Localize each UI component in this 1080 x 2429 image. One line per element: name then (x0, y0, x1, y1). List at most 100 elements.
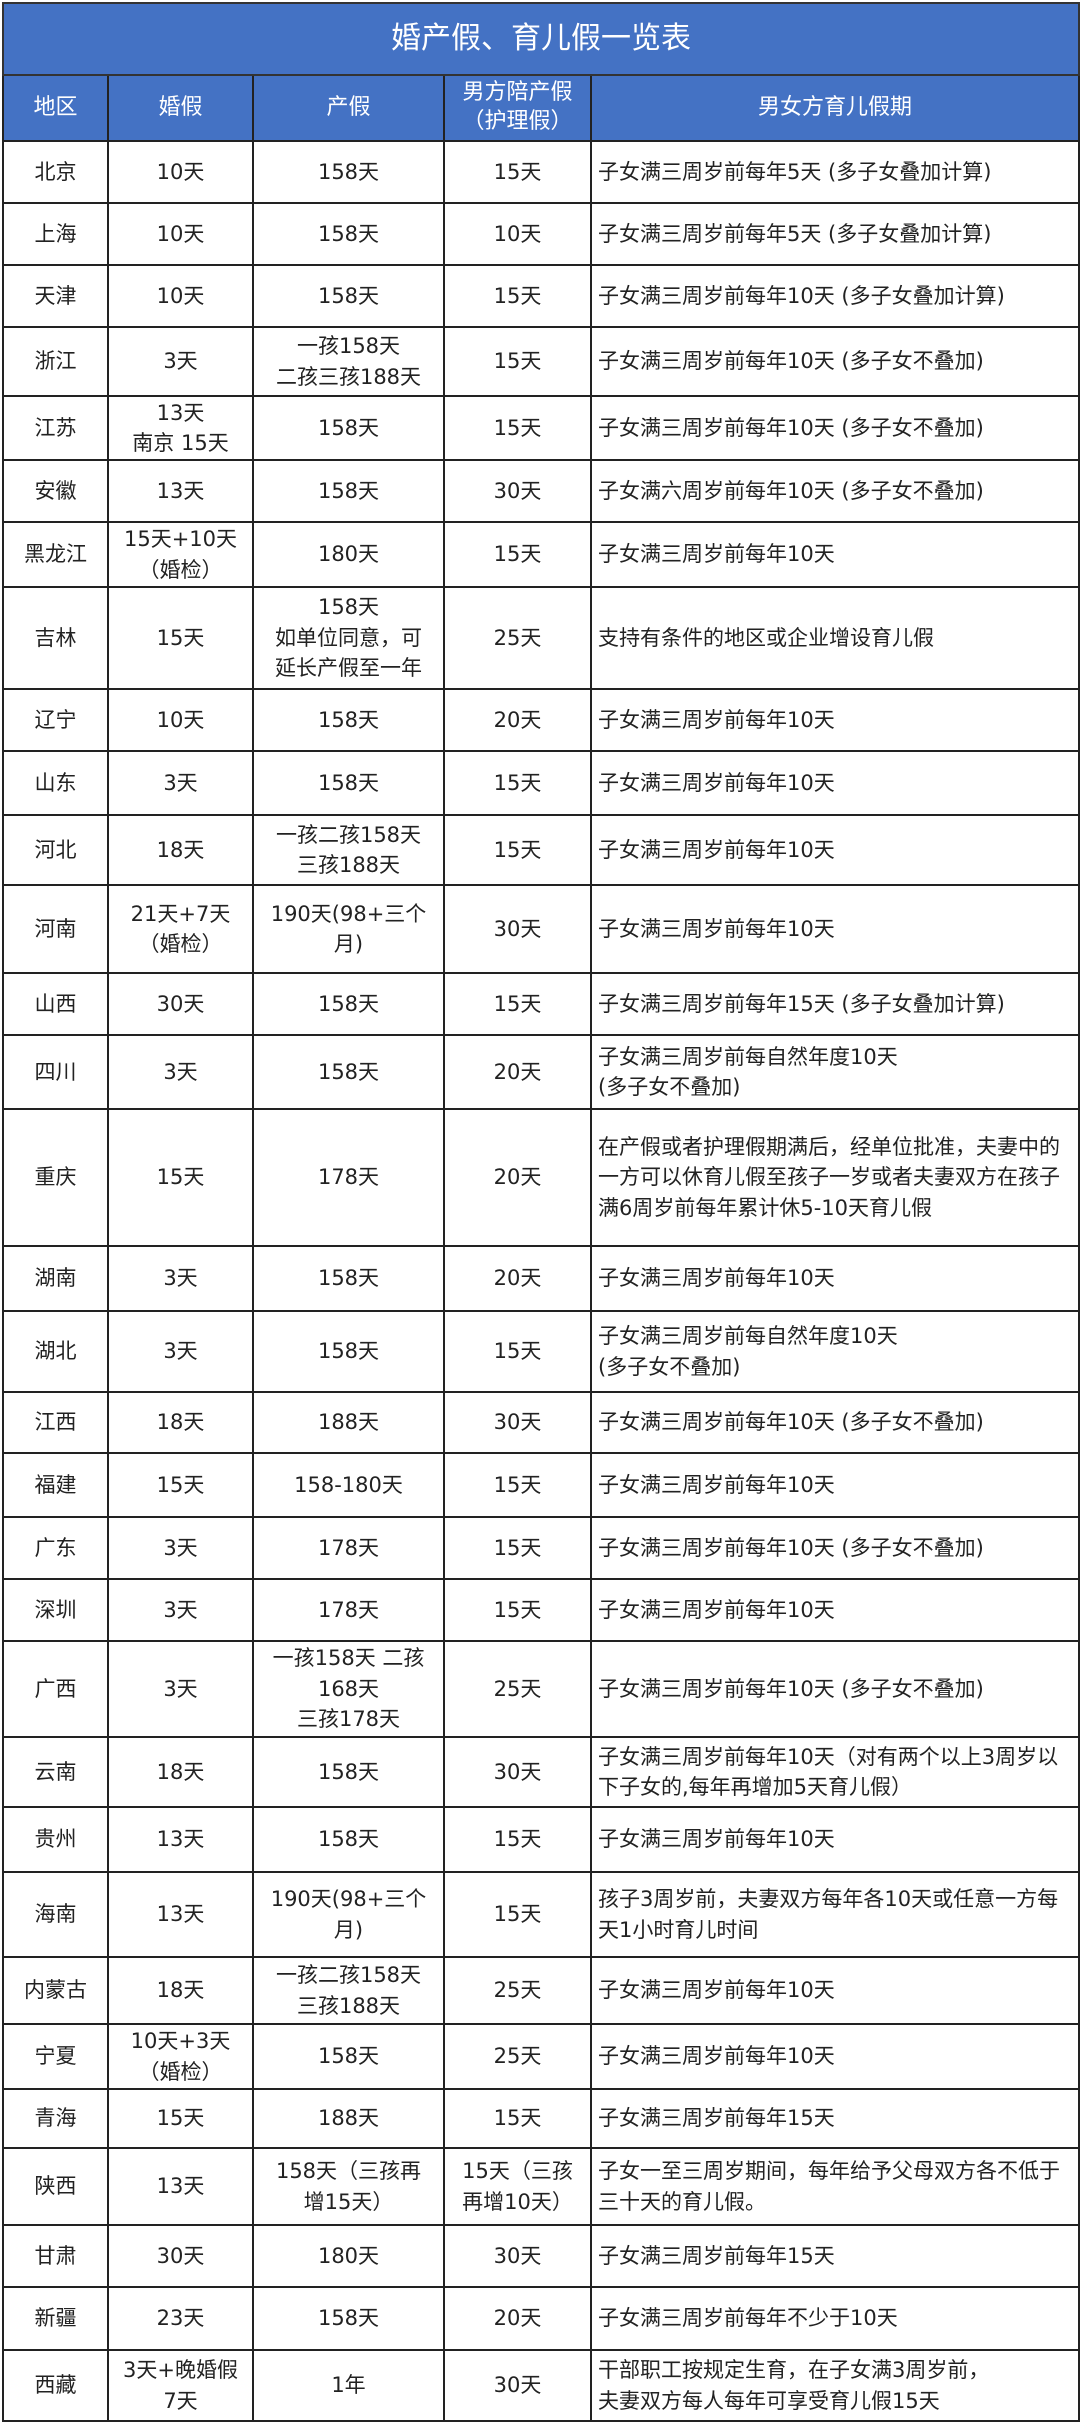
cell-marriage: 15天+10天 （婚检） (107, 521, 254, 588)
cell-region: 安徽 (2, 459, 109, 523)
table-row: 江西 18天 188天 30天 子女满三周岁前每年10天 (多子女不叠加) (2, 1391, 1080, 1454)
cell-paternity: 25天 (443, 586, 592, 690)
cell-marriage: 3天 (107, 1034, 254, 1110)
table-row: 深圳 3天 178天 15天 子女满三周岁前每年10天 (2, 1578, 1080, 1642)
cell-maternity: 一孩二孩158天 三孩188天 (252, 814, 445, 886)
cell-maternity: 180天 (252, 2224, 445, 2288)
cell-marriage: 3天 (107, 1578, 254, 1642)
cell-childcare: 子女满三周岁前每年15天 (589, 2088, 1080, 2149)
cell-marriage: 3天 (107, 750, 254, 816)
cell-paternity: 10天 (443, 202, 592, 266)
header-row: 地区 婚假 产假 男方陪产假 （护理假） 男女方育儿假期 (2, 74, 1080, 142)
cell-childcare: 子女满三周岁前每年10天 (589, 2023, 1080, 2090)
cell-region: 广东 (2, 1516, 109, 1580)
cell-maternity: 158天 (252, 750, 445, 816)
cell-paternity: 20天 (443, 688, 592, 752)
cell-childcare: 子女满三周岁前每年10天 (589, 884, 1080, 974)
cell-marriage: 18天 (107, 814, 254, 886)
cell-maternity: 178天 (252, 1578, 445, 1642)
cell-childcare: 子女满三周岁前每年10天 (589, 750, 1080, 816)
cell-childcare: 子女满三周岁前每年10天 (589, 1245, 1080, 1312)
cell-maternity: 158天（三孩再 增15天） (252, 2147, 445, 2226)
cell-marriage: 13天 (107, 459, 254, 523)
cell-region: 浙江 (2, 326, 109, 397)
cell-paternity: 30天 (443, 459, 592, 523)
cell-region: 新疆 (2, 2286, 109, 2351)
cell-paternity: 25天 (443, 2023, 592, 2090)
cell-maternity: 158天 (252, 1310, 445, 1393)
cell-paternity: 25天 (443, 1956, 592, 2025)
header-marriage: 婚假 (107, 74, 254, 142)
cell-paternity: 20天 (443, 2286, 592, 2351)
header-childcare: 男女方育儿假期 (589, 74, 1080, 142)
cell-childcare: 子女满六周岁前每年10天 (多子女不叠加) (589, 459, 1080, 523)
cell-region: 山西 (2, 972, 109, 1036)
cell-region: 宁夏 (2, 2023, 109, 2090)
table-row: 四川 3天 158天 20天 子女满三周岁前每自然年度10天 (多子女不叠加) (2, 1034, 1080, 1110)
cell-marriage: 30天 (107, 972, 254, 1036)
cell-marriage: 10天 (107, 264, 254, 328)
cell-paternity: 15天 (443, 972, 592, 1036)
cell-marriage: 21天+7天 （婚检） (107, 884, 254, 974)
table-row: 云南 18天 158天 30天 子女满三周岁前每年10天（对有两个以上3周岁以下子女的,… (2, 1736, 1080, 1808)
cell-maternity: 158天 (252, 264, 445, 328)
cell-paternity: 30天 (443, 884, 592, 974)
cell-childcare: 子女满三周岁前每自然年度10天 (多子女不叠加) (589, 1034, 1080, 1110)
table-row: 山西 30天 158天 15天 子女满三周岁前每年15天 (多子女叠加计算) (2, 972, 1080, 1036)
cell-childcare: 子女满三周岁前每年10天（对有两个以上3周岁以下子女的,每年再增加5天育儿假） (589, 1736, 1080, 1808)
cell-childcare: 子女满三周岁前每年10天 (589, 688, 1080, 752)
cell-maternity: 158天 (252, 202, 445, 266)
cell-region: 河南 (2, 884, 109, 974)
cell-region: 江西 (2, 1391, 109, 1454)
cell-marriage: 15天 (107, 1452, 254, 1518)
table-row: 广西 3天 一孩158天 二孩 168天 三孩178天 25天 子女满三周岁前每年10天… (2, 1640, 1080, 1738)
header-paternity-line: 男方陪产假 (462, 80, 573, 106)
cell-region: 河北 (2, 814, 109, 886)
cell-maternity: 一孩158天 二孩 168天 三孩178天 (252, 1640, 445, 1738)
table-row: 陕西 13天 158天（三孩再 增15天） 15天（三孩 再增10天） 子女一至三周岁期… (2, 2147, 1080, 2226)
cell-region: 深圳 (2, 1578, 109, 1642)
header-region: 地区 (2, 74, 109, 142)
table-row: 河南 21天+7天 （婚检） 190天(98+三个 月) 30天 子女满三周岁前每年10… (2, 884, 1080, 974)
header-paternity: 男方陪产假 （护理假） (443, 74, 592, 142)
cell-paternity: 20天 (443, 1034, 592, 1110)
cell-marriage: 30天 (107, 2224, 254, 2288)
cell-marriage: 3天 (107, 1640, 254, 1738)
cell-paternity: 15天 (443, 1310, 592, 1393)
cell-childcare: 子女满三周岁前每年5天 (多子女叠加计算) (589, 202, 1080, 266)
table-row: 黑龙江 15天+10天 （婚检） 180天 15天 子女满三周岁前每年10天 (2, 521, 1080, 588)
table-row: 天津 10天 158天 15天 子女满三周岁前每年10天 (多子女叠加计算) (2, 264, 1080, 328)
cell-marriage: 15天 (107, 586, 254, 690)
cell-childcare: 子女满三周岁前每年10天 (多子女不叠加) (589, 1640, 1080, 1738)
table-row: 湖北 3天 158天 15天 子女满三周岁前每自然年度10天 (多子女不叠加) (2, 1310, 1080, 1393)
table-row: 宁夏 10天+3天 （婚检） 158天 25天 子女满三周岁前每年10天 (2, 2023, 1080, 2090)
table-row: 贵州 13天 158天 15天 子女满三周岁前每年10天 (2, 1806, 1080, 1873)
cell-paternity: 15天 (443, 750, 592, 816)
cell-region: 云南 (2, 1736, 109, 1808)
table-row: 海南 13天 190天(98+三个 月) 15天 孩子3周岁前，夫妻双方每年各10天或任… (2, 1871, 1080, 1958)
cell-childcare: 子女一至三周岁期间，每年给予父母双方各不低于三十天的育儿假。 (589, 2147, 1080, 2226)
cell-maternity: 158天 (252, 1034, 445, 1110)
cell-marriage: 10天+3天 （婚检） (107, 2023, 254, 2090)
cell-childcare: 子女满三周岁前每年5天 (多子女叠加计算) (589, 140, 1080, 204)
cell-childcare: 子女满三周岁前每年10天 (多子女不叠加) (589, 326, 1080, 397)
cell-maternity: 一孩158天 二孩三孩188天 (252, 326, 445, 397)
table-row: 河北 18天 一孩二孩158天 三孩188天 15天 子女满三周岁前每年10天 (2, 814, 1080, 886)
cell-maternity: 158天 (252, 2023, 445, 2090)
cell-region: 吉林 (2, 586, 109, 690)
cell-childcare: 子女满三周岁前每年10天 (多子女不叠加) (589, 395, 1080, 461)
cell-maternity: 178天 (252, 1108, 445, 1247)
cell-marriage: 15天 (107, 2088, 254, 2149)
cell-paternity: 15天 (443, 326, 592, 397)
cell-childcare: 子女满三周岁前每年15天 (多子女叠加计算) (589, 972, 1080, 1036)
cell-marriage: 3天+晚婚假 7天 (107, 2349, 254, 2422)
cell-maternity: 158-180天 (252, 1452, 445, 1518)
cell-maternity: 190天(98+三个 月) (252, 1871, 445, 1958)
cell-maternity: 158天 (252, 1736, 445, 1808)
cell-paternity: 25天 (443, 1640, 592, 1738)
header-paternity-line: （护理假） (462, 109, 573, 134)
table-row: 广东 3天 178天 15天 子女满三周岁前每年10天 (多子女不叠加) (2, 1516, 1080, 1580)
cell-paternity: 30天 (443, 2349, 592, 2422)
cell-maternity: 190天(98+三个 月) (252, 884, 445, 974)
